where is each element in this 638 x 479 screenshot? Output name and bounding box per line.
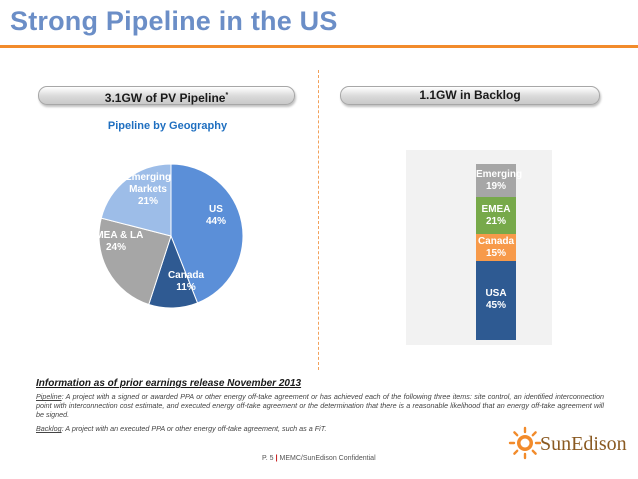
slide-title: Strong Pipeline in the US bbox=[10, 6, 338, 36]
pie-slice-emerging-markets bbox=[100, 163, 172, 237]
bar-segment-label: EMEA bbox=[481, 203, 511, 215]
info-heading: Information as of prior earnings release… bbox=[36, 378, 302, 389]
sunedison-logo bbox=[508, 426, 542, 460]
bar-segment-value: 19% bbox=[485, 180, 506, 192]
bar-segment-label: Canada bbox=[477, 235, 515, 247]
pie-label-value: 11% bbox=[176, 282, 196, 293]
pipeline-pie-chart: US 44% Canada 11% EMEA & LA 24% Emerging Marke… bbox=[86, 158, 256, 318]
bar-segment-emea: EMEA 21% bbox=[476, 197, 516, 235]
bar-segment-value: 21% bbox=[485, 215, 506, 227]
title-underline bbox=[0, 45, 638, 48]
pie-label-name: Emerging Markets bbox=[124, 172, 172, 195]
pie-label-value: 24% bbox=[105, 242, 126, 253]
pie-chart-title: Pipeline by Geography bbox=[107, 120, 228, 132]
bar-segment-emerging: Emerging 19% bbox=[476, 164, 523, 198]
footer-separator: | bbox=[275, 455, 278, 462]
pie-label-name: EMEA & LA bbox=[88, 230, 144, 241]
backlog-header: 1.1GW in Backlog bbox=[340, 86, 600, 105]
pipeline-definition-text: : A project with a signed or awarded PPA… bbox=[36, 392, 604, 419]
pipeline-term: Pipeline bbox=[36, 392, 62, 401]
bar-segment-label: Emerging bbox=[476, 168, 523, 180]
bar-segment-label: USA bbox=[485, 288, 507, 300]
pie-slice-emea-la bbox=[98, 217, 172, 306]
pie-label-emea-la: EMEA & LA 24% bbox=[81, 230, 151, 254]
pie-slice-us bbox=[170, 163, 244, 304]
footer-page: P. 5 bbox=[262, 455, 274, 462]
pie-label-name: Canada bbox=[167, 270, 205, 281]
bar-segment-value: 15% bbox=[485, 247, 506, 259]
pie-label-value: 21% bbox=[137, 196, 158, 207]
footer: P. 5 | MEMC/SunEdison Confidential bbox=[262, 455, 376, 462]
footer-text: MEMC/SunEdison Confidential bbox=[279, 455, 376, 462]
bar-segment-value: 45% bbox=[485, 300, 506, 312]
pipeline-header-label: 3.1GW of PV Pipeline bbox=[104, 91, 226, 105]
column-divider bbox=[318, 70, 319, 370]
logo-wordmark: SunEdison bbox=[540, 433, 627, 455]
backlog-definition: Backlog: A project with an executed PPA … bbox=[36, 424, 604, 433]
pie-label-value: 44% bbox=[205, 216, 226, 227]
pipeline-header-footnote-mark: * bbox=[225, 92, 229, 99]
backlog-definition-text: : A project with an executed PPA or othe… bbox=[61, 424, 327, 433]
bar-segment-usa: USA 45% bbox=[476, 260, 516, 340]
bar-segment-canada: Canada 15% bbox=[476, 234, 516, 261]
pipeline-definition: Pipeline: A project with a signed or awa… bbox=[36, 392, 604, 419]
pie-svg bbox=[98, 163, 244, 309]
pipeline-header: 3.1GW of PV Pipeline* bbox=[38, 86, 295, 105]
pie-label-emerging-markets: Emerging Markets 21% bbox=[113, 172, 183, 208]
pie-label-us: US 44% bbox=[191, 204, 241, 228]
definitions-notes: Pipeline: A project with a signed or awa… bbox=[36, 392, 604, 438]
pie-label-name: US bbox=[209, 204, 223, 215]
backlog-term: Backlog bbox=[36, 424, 62, 433]
sun-icon bbox=[508, 426, 542, 460]
pie-label-canada: Canada 11% bbox=[161, 270, 211, 294]
